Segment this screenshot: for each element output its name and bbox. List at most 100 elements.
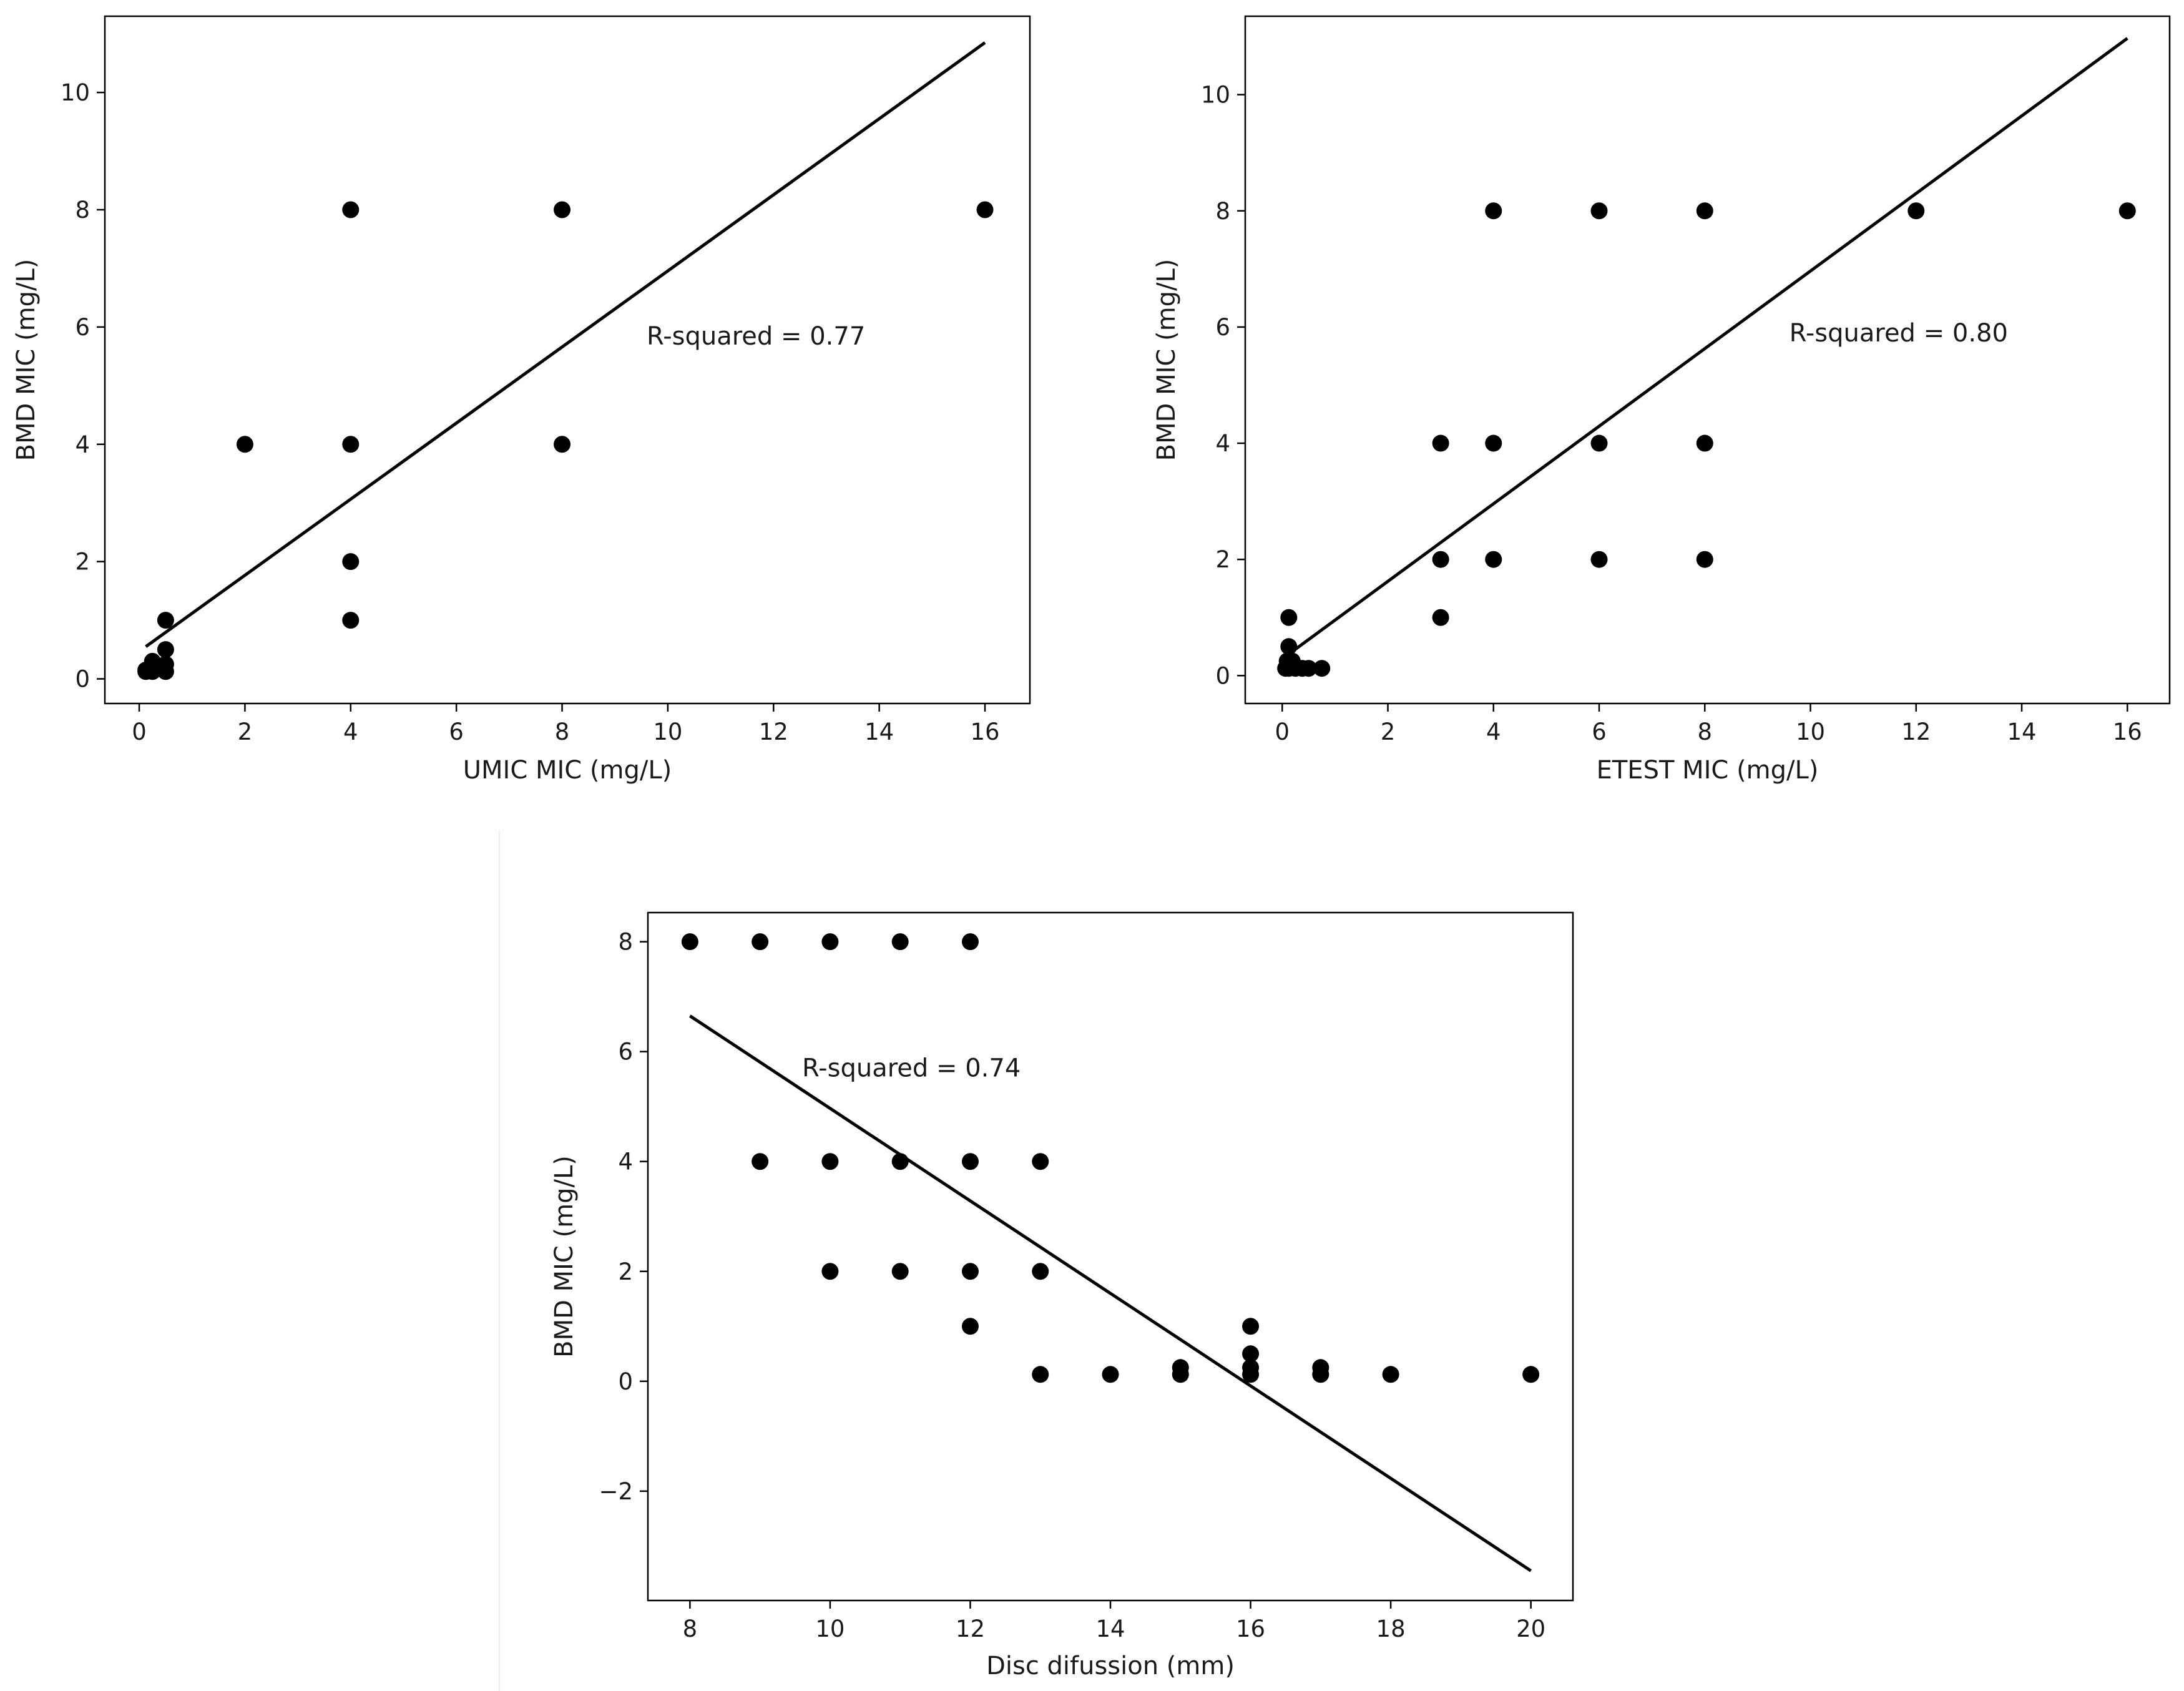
regression-line: [1286, 37, 2128, 657]
x-tick-label: 10: [1796, 718, 1825, 745]
x-tick-label: 16: [2113, 718, 2142, 745]
data-point: [821, 1263, 839, 1280]
r-squared-annotation: R-squared = 0.77: [647, 322, 865, 351]
x-tick-label: 0: [1275, 718, 1290, 745]
y-tick-label: 4: [1215, 430, 1230, 457]
y-tick-label: 10: [61, 79, 90, 106]
data-point: [976, 201, 994, 218]
data-point: [1907, 202, 1925, 220]
x-tick-label: 10: [815, 1615, 845, 1642]
data-point: [1280, 609, 1298, 626]
data-point: [1522, 1366, 1540, 1383]
x-tick-label: 12: [1901, 718, 1931, 745]
r-squared-annotation: R-squared = 0.80: [1790, 319, 2008, 348]
data-point: [1280, 638, 1298, 655]
data-point: [1242, 1318, 1260, 1335]
data-point: [1696, 551, 1713, 568]
data-point: [1032, 1263, 1049, 1280]
y-axis-title: BMD MIC (mg/L): [1152, 259, 1181, 461]
data-point: [1590, 434, 1608, 452]
data-point: [144, 652, 161, 670]
data-point: [1590, 551, 1608, 568]
x-tick-label: 4: [343, 718, 358, 745]
plot-area-frame: [1244, 15, 2171, 705]
data-point: [752, 933, 769, 951]
y-tick-label: −2: [599, 1478, 633, 1505]
y-tick-label: 0: [618, 1368, 633, 1395]
y-tick-label: 0: [1215, 662, 1230, 689]
data-point: [1696, 202, 1713, 220]
x-axis-title: Disc difussion (mm): [986, 1652, 1235, 1680]
data-point: [1242, 1366, 1260, 1383]
x-tick-label: 8: [683, 1615, 698, 1642]
data-point: [821, 1153, 839, 1170]
y-tick-label: 2: [618, 1258, 633, 1285]
data-point: [554, 436, 571, 453]
y-tick-label: 6: [1215, 314, 1230, 341]
data-point: [157, 641, 174, 659]
x-tick-label: 6: [1592, 718, 1607, 745]
x-tick-label: 12: [956, 1615, 985, 1642]
x-axis-title: ETEST MIC (mg/L): [1597, 756, 1819, 785]
x-tick-label: 14: [2007, 718, 2036, 745]
data-point: [752, 1153, 769, 1170]
data-point: [1485, 202, 1502, 220]
data-point: [961, 1318, 979, 1335]
regression-line: [688, 1014, 1532, 1572]
data-point: [1242, 1345, 1260, 1363]
y-axis-title: BMD MIC (mg/L): [12, 259, 41, 461]
data-point: [1696, 434, 1713, 452]
y-tick-label: 2: [1215, 546, 1230, 573]
data-point: [2118, 202, 2136, 220]
x-tick-label: 14: [1095, 1615, 1125, 1642]
regression-line: [145, 41, 986, 648]
data-point: [1312, 1359, 1329, 1376]
data-point: [1032, 1153, 1049, 1170]
y-tick-label: 10: [1201, 82, 1230, 109]
y-tick-label: 6: [75, 314, 90, 341]
plot-area-frame: [104, 15, 1031, 705]
data-point: [554, 201, 571, 218]
data-point: [1172, 1359, 1189, 1376]
data-point: [1313, 660, 1331, 677]
y-tick-label: 2: [75, 549, 90, 576]
x-tick-label: 12: [759, 718, 788, 745]
y-tick-label: 4: [618, 1149, 633, 1175]
y-tick-label: 6: [618, 1039, 633, 1066]
data-point: [891, 933, 909, 951]
data-point: [891, 1153, 909, 1170]
x-tick-label: 2: [1381, 718, 1396, 745]
y-axis-title: BMD MIC (mg/L): [550, 1155, 579, 1358]
umic-scatter-panel: 0 2 4 6 8 10 12 14 16 0 2 4 6 8 10 UMIC MIC (mg/L) BMD M…: [12, 15, 1031, 785]
x-tick-label: 14: [864, 718, 894, 745]
data-point: [1432, 551, 1449, 568]
data-point: [342, 436, 360, 453]
etest-scatter-panel: 0 2 4 6 8 10 12 14 16 0 2 4 6 8 10 ETEST MIC (mg/L) BMD …: [1152, 15, 2171, 785]
y-tick-label: 4: [75, 431, 90, 458]
x-tick-label: 2: [238, 718, 253, 745]
x-tick-label: 8: [1697, 718, 1712, 745]
data-point: [681, 933, 698, 951]
data-point: [1032, 1366, 1049, 1383]
x-tick-label: 10: [653, 718, 682, 745]
data-point: [1590, 202, 1608, 220]
data-point: [342, 201, 360, 218]
data-point: [1432, 434, 1449, 452]
data-point: [1485, 551, 1502, 568]
data-point: [1102, 1366, 1119, 1383]
data-point: [891, 1263, 909, 1280]
data-point: [1485, 434, 1502, 452]
x-tick-label: 0: [132, 718, 147, 745]
data-point: [961, 1263, 979, 1280]
data-point: [342, 553, 360, 571]
r-squared-annotation: R-squared = 0.74: [802, 1054, 1021, 1082]
disc-diffusion-scatter-panel: 8 10 12 14 16 18 20 −2 0 2 4 6 8 Disc difussion (mm) B…: [550, 911, 1574, 1680]
data-point: [157, 612, 174, 629]
data-point: [1432, 609, 1449, 626]
x-tick-label: 20: [1516, 1615, 1545, 1642]
data-point: [236, 436, 253, 453]
data-point: [342, 612, 360, 629]
data-point: [821, 933, 839, 951]
